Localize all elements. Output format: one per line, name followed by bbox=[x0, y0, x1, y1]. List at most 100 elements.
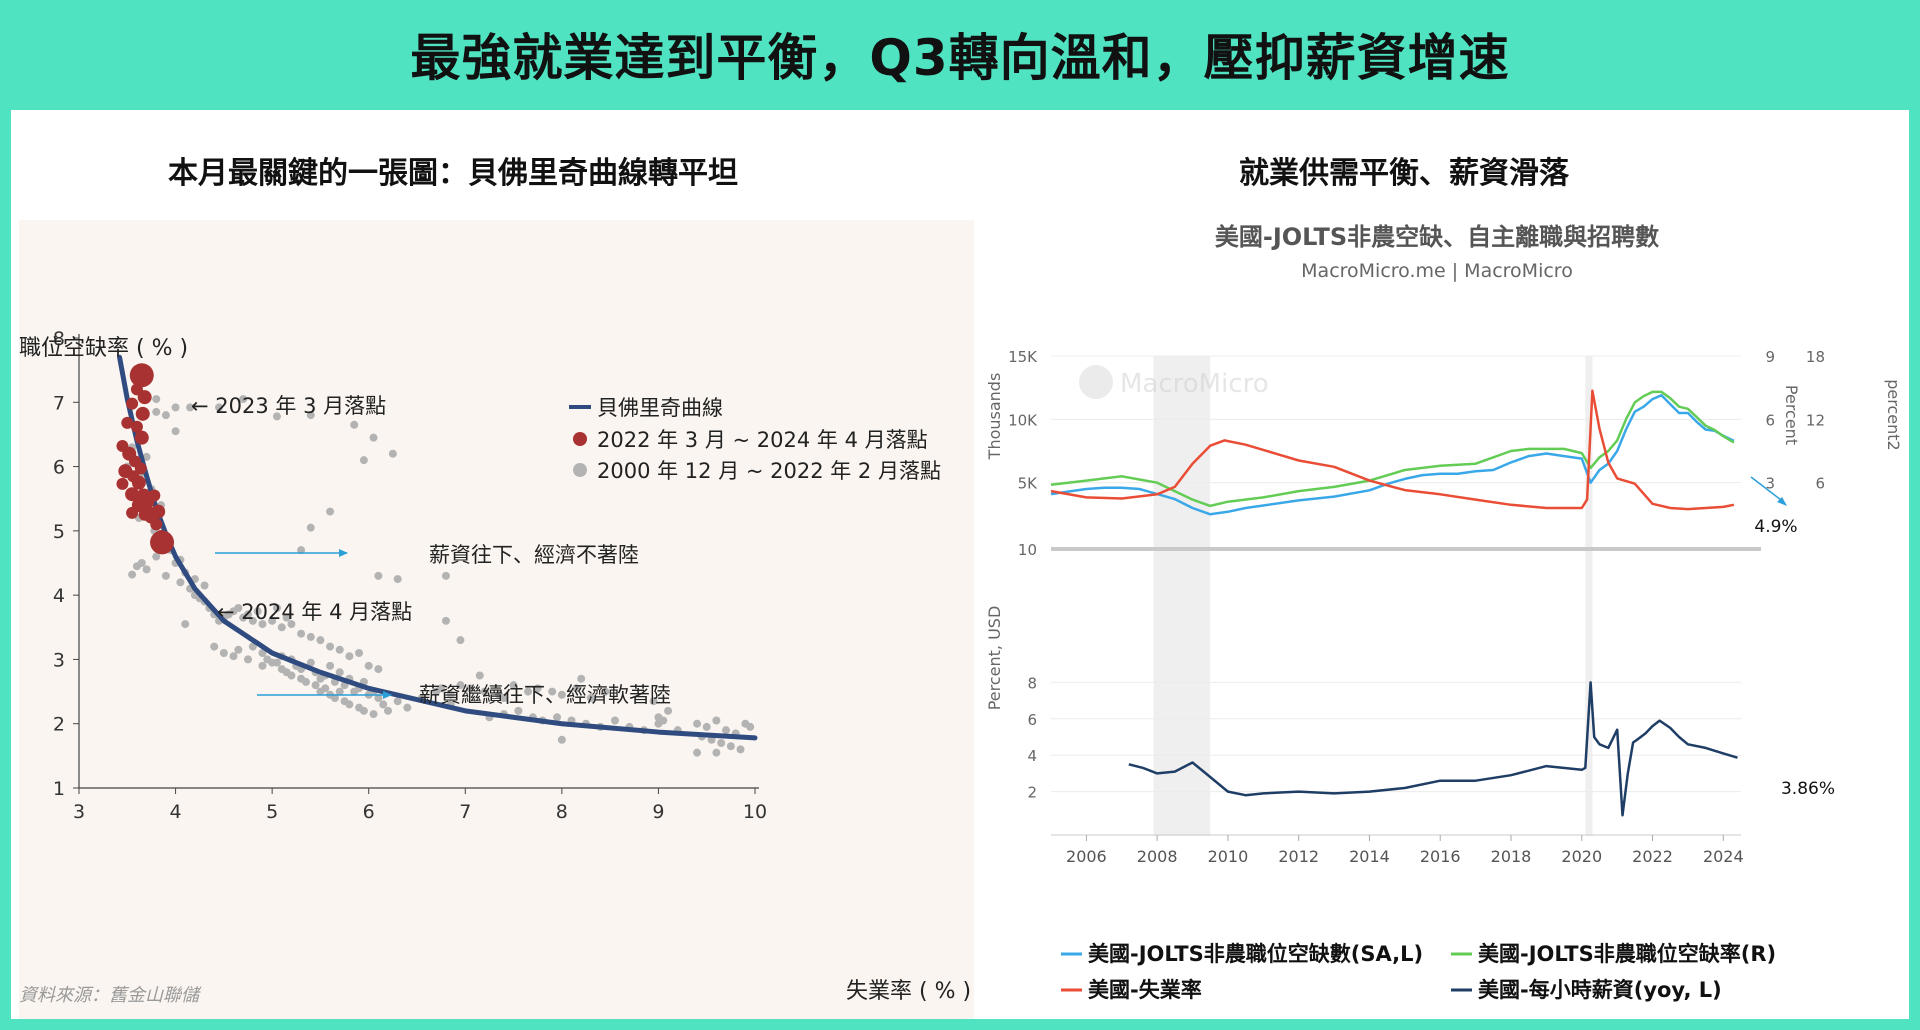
recent-point bbox=[125, 487, 140, 502]
historical-point bbox=[446, 690, 455, 699]
upper-right-tick: 3 bbox=[1765, 475, 1775, 493]
historical-point bbox=[306, 658, 315, 667]
historical-point bbox=[272, 604, 281, 612]
historical-point bbox=[263, 655, 272, 664]
jolts-x-tick-label: 2024 bbox=[1703, 847, 1744, 866]
recent-point bbox=[121, 416, 134, 429]
historical-point bbox=[248, 642, 257, 651]
legend-curve-label: 貝佛里奇曲線 bbox=[597, 396, 723, 420]
historical-point bbox=[239, 395, 248, 404]
historical-point bbox=[219, 649, 228, 657]
historical-point bbox=[509, 681, 518, 690]
historical-point bbox=[441, 571, 450, 580]
historical-point bbox=[572, 684, 581, 693]
historical-point bbox=[388, 449, 397, 458]
y-axis-label: 職位空缺率 ( % ) bbox=[19, 336, 188, 361]
historical-point bbox=[287, 671, 296, 680]
historical-point bbox=[306, 632, 315, 641]
recent-point bbox=[126, 506, 139, 519]
jolts-chart-svg: 5K 3 6 10K 6 12 15K 9 18 10 2 4 6 8 2006 2008 2010 2012 20… bbox=[976, 210, 1909, 1010]
historical-point bbox=[441, 616, 450, 625]
recent-point bbox=[137, 390, 152, 405]
historical-point bbox=[379, 700, 388, 709]
historical-point bbox=[215, 403, 224, 412]
historical-point bbox=[316, 636, 325, 645]
historical-point bbox=[456, 681, 465, 690]
jolts-trend-arrow-head bbox=[1777, 497, 1787, 506]
historical-point bbox=[654, 713, 663, 722]
recession-band bbox=[1153, 356, 1211, 836]
historical-point bbox=[287, 620, 296, 629]
historical-point bbox=[393, 575, 402, 584]
jolts-x-tick-label: 2018 bbox=[1491, 847, 1532, 866]
historical-point bbox=[577, 674, 586, 683]
historical-point bbox=[176, 578, 185, 587]
historical-point bbox=[524, 687, 533, 696]
historical-point bbox=[374, 694, 383, 702]
jolts-x-tick-label: 2012 bbox=[1278, 847, 1319, 866]
historical-point bbox=[359, 456, 368, 465]
x-axis-label: 失業率 ( % ) bbox=[846, 979, 971, 1004]
historical-point bbox=[253, 607, 262, 616]
recent-point bbox=[126, 397, 139, 410]
annotation-no-landing: 薪資往下、經濟不著陸 bbox=[429, 543, 639, 567]
recent-point bbox=[131, 475, 146, 490]
y-tick-label: 5 bbox=[53, 521, 65, 543]
jolts-x-tick-label: 2020 bbox=[1561, 847, 1602, 866]
banner-title: 最強就業達到平衡，Q3轉向溫和，壓抑薪資增速 bbox=[410, 29, 1510, 87]
lower-left-tick: 8 bbox=[1027, 674, 1037, 692]
historical-point bbox=[244, 610, 252, 619]
historical-point bbox=[374, 665, 383, 674]
historical-point bbox=[693, 748, 702, 757]
jolts-x-tick-label: 2008 bbox=[1137, 847, 1178, 866]
historical-point bbox=[533, 684, 542, 693]
historical-point bbox=[301, 677, 310, 686]
x-tick-label: 7 bbox=[459, 801, 471, 823]
historical-point bbox=[306, 523, 315, 532]
lower-left-tick: 6 bbox=[1027, 711, 1037, 729]
historical-point bbox=[171, 403, 180, 412]
left-section-title: 本月最關鍵的一張圖：貝佛里奇曲線轉平坦 bbox=[168, 156, 738, 191]
historical-point bbox=[355, 649, 364, 657]
historical-point bbox=[610, 716, 619, 725]
upper-left-tick: 15K bbox=[1008, 348, 1038, 366]
historical-point bbox=[272, 412, 281, 421]
x-tick-label: 4 bbox=[170, 801, 182, 823]
source-note: 資料來源：舊金山聯儲 bbox=[19, 985, 202, 1006]
recent-point bbox=[134, 462, 147, 475]
historical-point bbox=[335, 687, 344, 696]
historical-point bbox=[244, 655, 252, 664]
jolts-trend-arrow bbox=[1750, 476, 1786, 504]
jolts-x-tick-label: 2014 bbox=[1349, 847, 1390, 866]
upper-right2-tick: 12 bbox=[1806, 411, 1825, 429]
x-tick-label: 9 bbox=[652, 801, 664, 823]
historical-point bbox=[722, 726, 731, 735]
x-tick-label: 8 bbox=[556, 801, 568, 823]
historical-point bbox=[306, 411, 315, 420]
historical-point bbox=[152, 395, 161, 404]
historical-point bbox=[712, 716, 721, 725]
historical-point bbox=[359, 706, 368, 715]
historical-point bbox=[649, 697, 658, 706]
y-tick-label: 1 bbox=[53, 778, 65, 800]
recent-point bbox=[116, 477, 129, 490]
historical-point bbox=[210, 642, 219, 651]
recent-point bbox=[129, 363, 154, 388]
historical-point bbox=[152, 407, 161, 416]
historical-point bbox=[702, 722, 711, 731]
historical-point bbox=[557, 735, 566, 744]
historical-point bbox=[161, 571, 170, 580]
historical-point bbox=[437, 684, 446, 693]
openings-rate-line bbox=[1050, 390, 1735, 508]
historical-point bbox=[335, 645, 344, 654]
annotation-2023-mar: ← 2023 年 3 月落點 bbox=[191, 394, 386, 418]
historical-point bbox=[200, 581, 209, 590]
historical-point bbox=[557, 690, 566, 699]
historical-point bbox=[456, 636, 465, 645]
jolts-x-tick-label: 2022 bbox=[1632, 847, 1673, 866]
legend-recent-swatch bbox=[573, 432, 587, 446]
recent-point bbox=[134, 430, 149, 445]
